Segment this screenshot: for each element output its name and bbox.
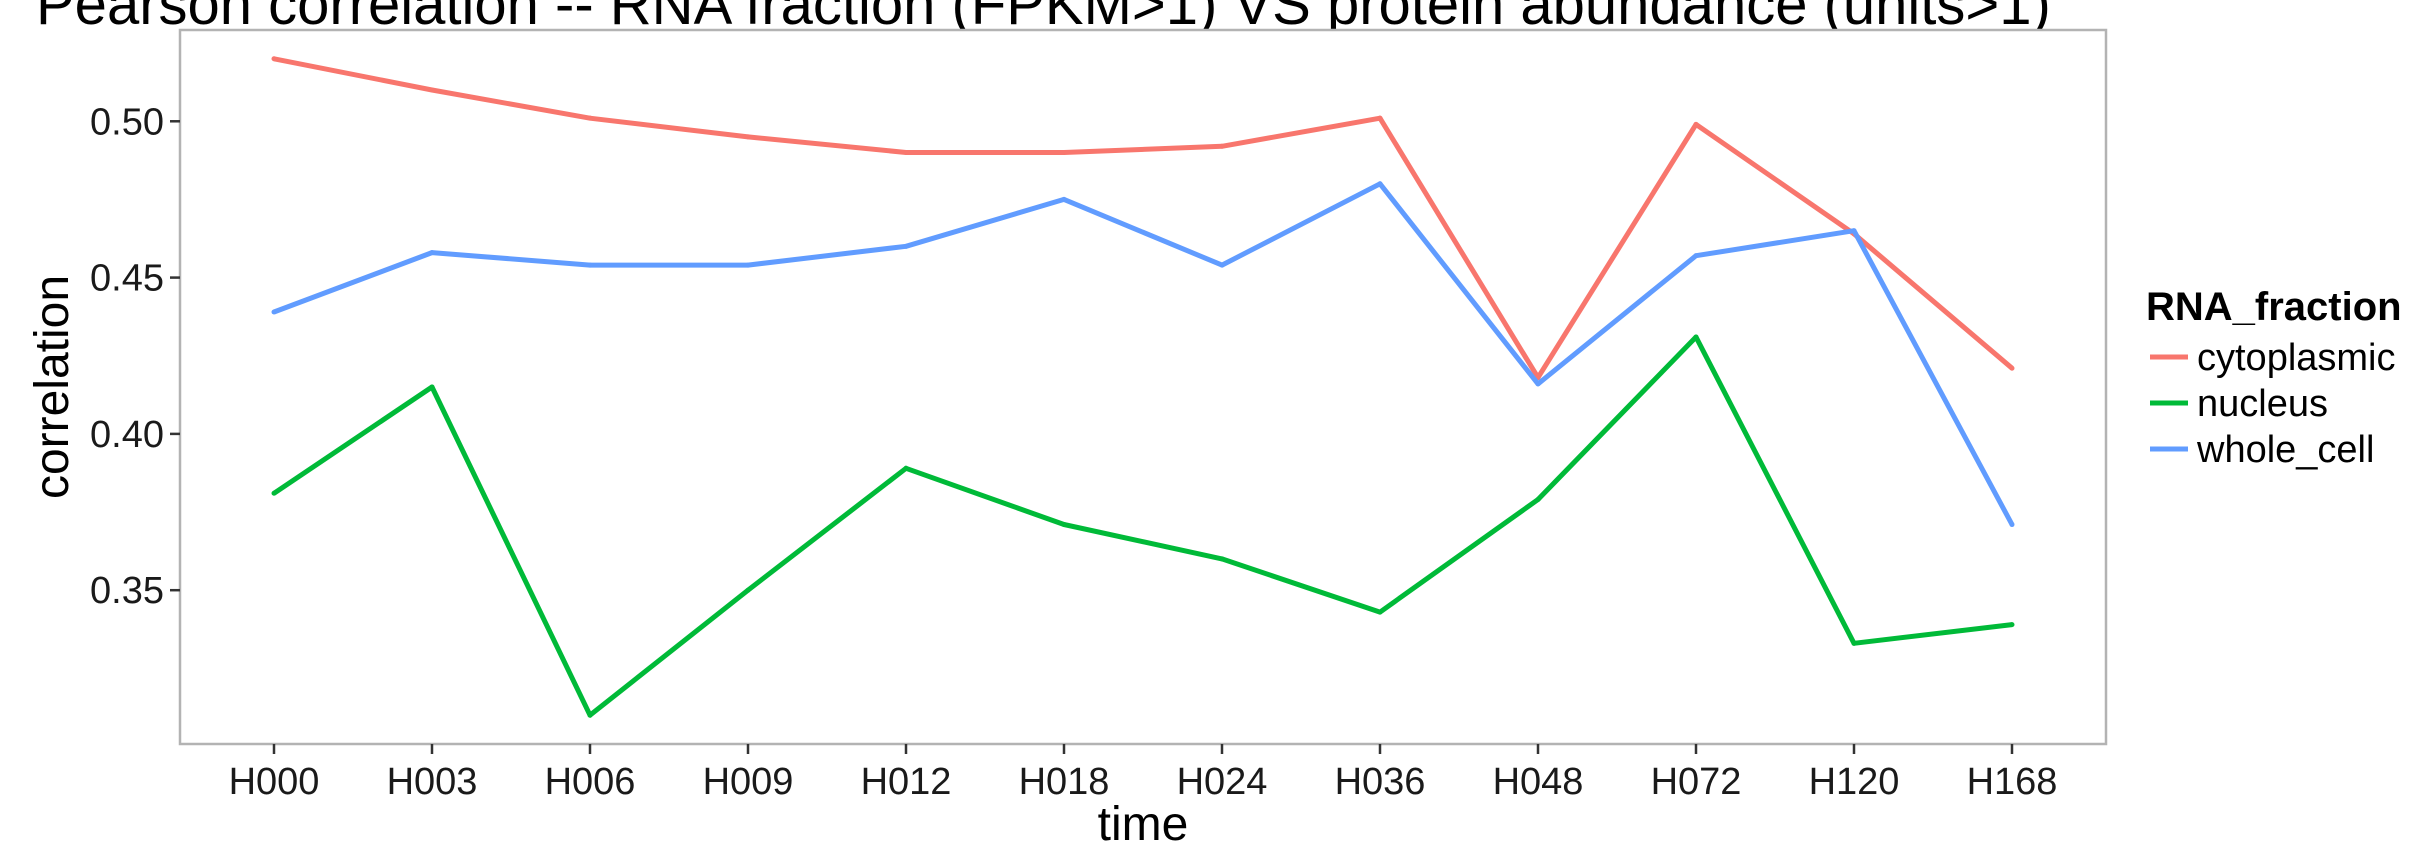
data-point-nucleus <box>429 384 435 390</box>
data-point-cytoplasmic <box>1061 150 1067 156</box>
data-point-nucleus <box>1219 556 1225 562</box>
data-point-nucleus <box>1851 640 1857 646</box>
y-tick-label: 0.40 <box>90 414 164 456</box>
series-line-nucleus <box>272 334 2013 718</box>
data-point-cytoplasmic <box>1219 143 1225 149</box>
data-point-cytoplasmic <box>903 150 909 156</box>
y-axis-title: correlation <box>26 275 79 499</box>
data-point-nucleus <box>271 490 277 496</box>
data-point-whole_cell <box>429 250 435 256</box>
legend-label-nucleus: nucleus <box>2197 383 2328 425</box>
data-point-cytoplasmic <box>587 115 593 121</box>
y-tick-label: 0.35 <box>90 570 164 612</box>
data-point-cytoplasmic <box>1693 121 1699 127</box>
data-point-cytoplasmic <box>2009 365 2015 371</box>
data-point-whole_cell <box>2009 522 2015 528</box>
legend-title: RNA_fraction <box>2146 285 2402 329</box>
plot-panel <box>178 28 2108 746</box>
data-point-nucleus <box>1535 497 1541 503</box>
legend: RNA_fraction cytoplasmicnucleuswhole_cel… <box>2146 285 2402 471</box>
data-point-nucleus <box>2009 622 2015 628</box>
x-axis: H000 H003 H006 H009 H012 H018 H024 H036 H048 H072… <box>229 744 2058 803</box>
data-point-cytoplasmic <box>271 56 277 62</box>
series-line-whole_cell <box>273 181 2015 526</box>
legend-label-whole_cell: whole_cell <box>2196 429 2374 471</box>
x-tick-label: H009 <box>703 761 794 803</box>
x-tick-label: H072 <box>1651 761 1742 803</box>
y-axis: 0.35 0.40 0.45 0.50 <box>90 101 180 612</box>
data-point-cytoplasmic <box>1377 115 1383 121</box>
x-tick-label: H036 <box>1335 761 1426 803</box>
data-point-whole_cell <box>1535 381 1541 387</box>
x-axis-title: time <box>1098 798 1189 846</box>
data-point-whole_cell <box>1851 228 1857 234</box>
data-point-whole_cell <box>745 262 751 268</box>
x-tick-label: H006 <box>545 761 636 803</box>
data-point-cytoplasmic <box>745 134 751 140</box>
x-tick-label: H000 <box>229 761 320 803</box>
data-point-whole_cell <box>1377 181 1383 187</box>
x-tick-label: H120 <box>1809 761 1900 803</box>
x-tick-label: H003 <box>387 761 478 803</box>
x-tick-label: H018 <box>1019 761 1110 803</box>
data-point-whole_cell <box>1693 253 1699 259</box>
legend-label-cytoplasmic: cytoplasmic <box>2197 337 2396 379</box>
data-point-whole_cell <box>587 262 593 268</box>
data-point-nucleus <box>745 587 751 593</box>
x-tick-label: H168 <box>1967 761 2058 803</box>
data-point-nucleus <box>1061 522 1067 528</box>
x-tick-label: H012 <box>861 761 952 803</box>
y-tick-label: 0.50 <box>90 101 164 143</box>
data-point-nucleus <box>1377 609 1383 615</box>
data-point-whole_cell <box>271 309 277 315</box>
data-point-nucleus <box>587 712 593 718</box>
series-line-cytoplasmic <box>273 56 2014 381</box>
data-point-whole_cell <box>903 243 909 249</box>
data-point-cytoplasmic <box>429 87 435 93</box>
data-point-whole_cell <box>1219 262 1225 268</box>
series-lines <box>271 56 2015 718</box>
data-point-whole_cell <box>1061 196 1067 202</box>
x-tick-label: H048 <box>1493 761 1584 803</box>
data-point-nucleus <box>903 465 909 471</box>
x-tick-label: H024 <box>1177 761 1268 803</box>
data-point-nucleus <box>1693 334 1699 340</box>
y-tick-label: 0.45 <box>90 258 164 300</box>
